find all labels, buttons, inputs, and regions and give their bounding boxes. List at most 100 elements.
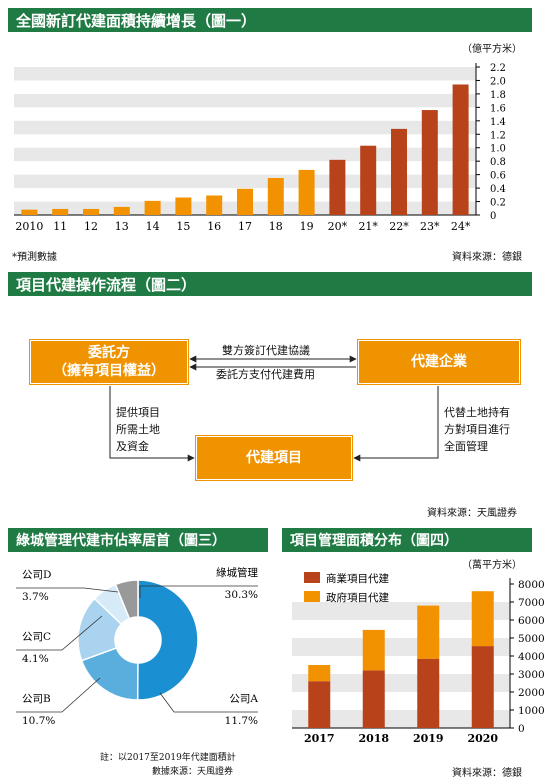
left-arrow [109,386,195,462]
chart1-bar [52,208,69,215]
chart3-svg: 綠城管理 30.3% 公司A 11.7% 公司B 10.7% 公司C 4.1% 公司D 3.7% [16,566,258,727]
chart1-bar [113,206,130,215]
chart4-bar-segment [308,681,331,728]
chart3-label: 公司C [22,631,51,643]
chart1-x-tick-label: 24* [451,220,471,233]
chart4-legend-label: 商業項目代建 [326,572,389,585]
left-label-2: 所需土地 [116,423,160,436]
chart1-bar [329,159,346,215]
chart3-slice [80,646,139,701]
chart1-bar [144,200,161,215]
chart4-y-tick-label: 5000 [518,633,545,645]
chart1-svg: 0 0.2 0.4 0.6 0.8 1.0 1.2 1.4 1.6 1.8 2.0 2.2 2010 11… [14,63,506,233]
chart3-leader-line [16,677,101,713]
chart1-y-tick-label: 0.2 [490,198,506,209]
chart1-y-tick-label: 1.8 [490,90,506,101]
chart4-bar-segment [471,591,494,647]
chart2-title-bar: 項目代建操作流程（圖二） [8,272,532,296]
chart4-legend-swatch [304,591,320,602]
chart4-source: 資料來源：德銀 [452,768,522,779]
chart2-source: 資料來源：天風證券 [427,508,517,519]
chart3-source: 數據來源：天風證券 [152,767,234,777]
chart1-grid-band [14,120,476,135]
chart1-x-tick-label: 13 [115,220,129,233]
chart1-y-tick-label: 0.4 [490,184,506,195]
chart4-y-tick-label: 2000 [518,687,545,699]
chart1-x-tick-label: 18 [269,220,283,233]
chart1-y-tick-label: 1.0 [490,144,506,155]
chart4-legend-label: 政府項目代建 [326,591,389,604]
chart4-legend-swatch [304,572,320,583]
chart4-title-bar: 項目管理面積分布（圖四） [282,528,532,552]
client-box: 委託方 （擁有項目權益） [29,339,189,385]
chart4-x-tick-label: 2017 [304,732,335,745]
chart4-x-tick-label: 2020 [467,732,498,745]
chart1-bar [237,188,253,215]
enterprise-box: 代建企業 [357,339,521,385]
chart1-bar [452,84,469,215]
chart3-leader-line [159,692,258,713]
chart3-label: 公司B [22,693,51,705]
project-label: 代建項目 [246,450,302,466]
chart4-y-tick-label: 6000 [518,615,545,627]
chart4-bar-segment [362,629,385,671]
right-arrow [353,386,439,462]
chart3-slice [114,579,139,620]
right-label-2: 方對項目進行 [444,423,510,436]
chart3-leader-line [139,585,258,598]
chart3-note: 註：以2017至2019年代建面積計 [100,753,236,763]
right-label-3: 全面管理 [444,440,488,453]
left-label-3: 及資金 [116,440,149,453]
chart1-y-tick-label: 1.4 [490,117,506,128]
chart1-x-tick-label: 19 [300,220,314,233]
chart4-unit: （萬平方米） [462,560,522,571]
chart4-title: 項目管理面積分布（圖四） [290,533,458,549]
chart1-grid-band [14,93,476,108]
chart1-y-tick-label: 0.6 [490,171,506,182]
bottom-arrow-label: 委託方支付代建費用 [216,368,315,381]
chart3-leader-line [16,615,103,651]
chart4-grid-band [292,674,510,692]
chart2-title: 項目代建操作流程（圖二） [16,275,197,294]
flow-arrows [109,355,439,462]
chart1-unit: （億平方米） [462,44,522,55]
chart4-bar-segment [417,658,440,728]
chart3-slice [136,579,199,701]
chart1-bar [298,169,315,215]
chart3-label: 公司A [229,693,258,705]
project-box: 代建項目 [195,435,353,481]
left-label-1: 提供項目 [116,406,160,419]
chart3-title-bar: 綠城管理代建市佔率居首（圖三） [8,528,268,552]
chart1-y-tick-label: 2.0 [490,76,506,87]
chart1-x-tick-label: 2010 [15,220,43,233]
chart4-y-tick-label: 3000 [518,669,545,681]
chart3-value-label: 11.7% [225,715,258,727]
top-arrow-label: 雙方簽訂代建協議 [222,344,310,357]
chart4-bar-segment [362,670,385,728]
client-line2: （擁有項目權益） [53,363,165,379]
chart3-value-label: 30.3% [225,589,258,601]
right-flow-label: 代替土地持有 方對項目進行 全面管理 [444,404,510,455]
chart4-y-tick-label: 0 [518,723,525,735]
chart4-grid-band [292,710,510,728]
chart4-y-tick-label: 1000 [518,705,545,717]
chart4-bar-segment [308,665,331,682]
left-flow-label: 提供項目 所需土地 及資金 [116,404,160,455]
chart1-bar [391,128,407,215]
chart1-x-tick-label: 23* [420,220,440,233]
chart1-title: 全國新訂代建面積持續增長（圖一） [16,11,257,30]
chart1-x-tick-label: 14 [146,220,160,233]
chart1-bar [206,195,223,215]
chart1-bar [267,178,284,215]
chart3-label: 綠城管理 [216,566,258,579]
client-line1: 委託方 [88,345,130,361]
chart3-label: 公司D [22,569,51,581]
chart1-x-tick-label: 16 [207,220,221,233]
chart1-bar [360,145,377,215]
chart1-bar [21,209,38,215]
chart4-y-tick-label: 7000 [518,597,545,609]
chart1-x-tick-label: 11 [53,220,67,233]
chart1-x-tick-label: 20* [328,220,348,233]
chart4-bar-segment [417,605,440,659]
chart1-y-tick-label: 0 [490,211,496,222]
